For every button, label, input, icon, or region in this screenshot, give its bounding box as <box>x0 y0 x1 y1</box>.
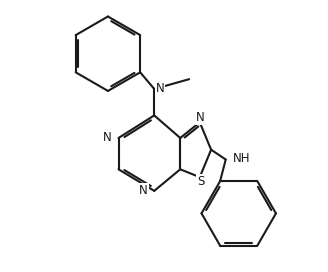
Text: N: N <box>103 131 112 144</box>
Text: S: S <box>197 175 205 188</box>
Text: N: N <box>139 184 148 197</box>
Text: NH: NH <box>233 152 250 165</box>
Text: N: N <box>196 111 205 124</box>
Text: N: N <box>155 82 164 95</box>
